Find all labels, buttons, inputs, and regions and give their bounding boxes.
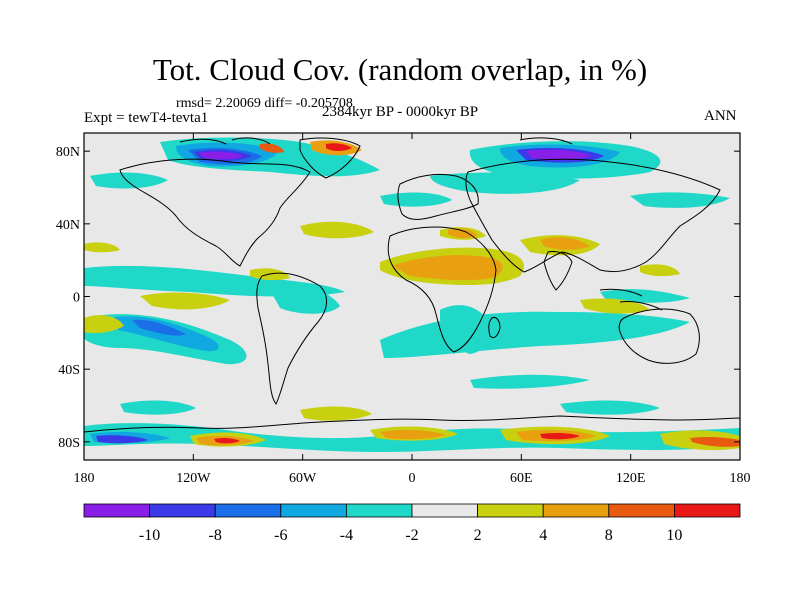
anomaly-region	[260, 143, 284, 153]
period-label: 2384kyr BP - 0000kyr BP	[322, 104, 479, 120]
anomaly-region	[270, 286, 340, 314]
lon-tick-label: 120W	[176, 471, 211, 486]
coastlines	[84, 137, 740, 433]
anomaly-region	[214, 437, 240, 444]
lon-tick-label: 60E	[510, 471, 533, 486]
anomaly-region	[690, 436, 740, 447]
map-axes: 80N 40N 0 40S 80S 180 120W 60W 0 60E 120E 180	[56, 133, 751, 486]
colorbar: -10 -8 -6 -4 -2 2 4 8 10	[83, 503, 741, 544]
colorbar-label: -6	[274, 527, 287, 544]
colorbar-label: 4	[539, 527, 547, 544]
anomaly-region	[84, 315, 124, 334]
colorbar-swatch	[477, 503, 544, 518]
lat-tick-label: 80S	[58, 436, 80, 451]
lon-tick-label: 120E	[616, 471, 646, 486]
anomaly-region	[540, 237, 590, 250]
anomaly-region	[120, 400, 196, 415]
lon-tick-label: 180	[74, 471, 95, 486]
anomaly-region	[380, 429, 446, 440]
colorbar-label: -4	[340, 527, 353, 544]
season-label: ANN	[704, 108, 737, 124]
cloud-anomaly-field	[84, 137, 740, 452]
colorbar-label: 8	[605, 527, 613, 544]
coastline-asia	[465, 158, 721, 273]
colorbar-swatch	[83, 503, 150, 518]
colorbar-swatch	[280, 503, 347, 518]
anomaly-region	[580, 298, 650, 314]
anomaly-region	[84, 242, 120, 253]
lon-tick-label: 60W	[289, 471, 317, 486]
coastline-australia	[618, 308, 700, 364]
lat-tick-label: 80N	[56, 145, 80, 160]
lat-tick-label: 40N	[56, 218, 80, 233]
anomaly-region	[132, 319, 186, 336]
coastline-greenland	[299, 137, 361, 179]
anomaly-region	[440, 305, 491, 354]
coastline-south-america	[256, 272, 327, 405]
anomaly-region	[630, 192, 730, 208]
anomaly-region	[560, 400, 660, 415]
colorbar-label: 2	[474, 527, 482, 544]
anomaly-region	[300, 406, 372, 421]
coastline-india	[543, 251, 573, 291]
lat-tick-label: 0	[73, 291, 80, 306]
colorbar-label: -8	[209, 527, 222, 544]
lon-tick-label: 180	[730, 471, 751, 486]
anomaly-region	[600, 289, 690, 303]
anomaly-region	[540, 432, 580, 440]
anomaly-region	[470, 374, 590, 389]
plot-title: Tot. Cloud Cov. (random overlap, in %)	[152, 52, 648, 87]
anomaly-region	[198, 151, 244, 160]
coastline-north-america	[119, 158, 311, 267]
coastline-arctic	[179, 137, 573, 145]
colorbar-label: 10	[666, 527, 682, 544]
coastline-antarctica	[84, 415, 740, 433]
coastline-indonesia	[599, 288, 663, 311]
anomaly-region	[90, 172, 168, 189]
colorbar-swatch	[542, 503, 610, 518]
coastline-africa	[387, 226, 497, 353]
colorbar-swatch	[214, 503, 282, 518]
anomaly-region	[526, 149, 592, 160]
anomaly-region	[326, 143, 352, 151]
coastline-madagascar	[488, 317, 501, 339]
anomaly-region	[640, 264, 680, 277]
anomaly-region	[96, 435, 148, 444]
anomaly-region	[140, 292, 230, 310]
coastline-europe	[397, 173, 479, 220]
colorbar-swatch	[608, 503, 675, 518]
anomaly-region	[300, 221, 374, 239]
colorbar-swatch	[674, 503, 741, 518]
stats-label: rmsd= 2.20069 diff= -0.205708	[176, 96, 353, 111]
lon-tick-label: 0	[409, 471, 416, 486]
colorbar-label: -2	[405, 527, 418, 544]
colorbar-swatch	[149, 503, 216, 518]
colorbar-swatch	[411, 503, 478, 518]
experiment-label: Expt = tewT4-tevta1	[84, 110, 209, 126]
anomaly-region	[430, 172, 580, 194]
lat-tick-label: 40S	[58, 363, 80, 378]
colorbar-label: -10	[139, 527, 160, 544]
colorbar-swatch	[345, 503, 413, 518]
anomaly-region	[448, 228, 478, 239]
anomaly-region	[392, 255, 503, 281]
